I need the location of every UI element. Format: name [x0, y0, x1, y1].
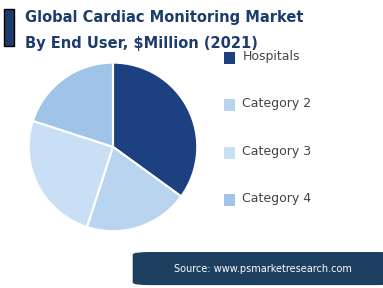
FancyBboxPatch shape	[133, 253, 383, 285]
Wedge shape	[113, 62, 197, 196]
Text: By End User, $Million (2021): By End User, $Million (2021)	[25, 36, 258, 51]
Text: Source: www.psmarketresearch.com: Source: www.psmarketresearch.com	[174, 264, 352, 274]
Text: Hospitals: Hospitals	[242, 50, 300, 63]
Text: Category 4: Category 4	[242, 192, 311, 205]
Text: Category 3: Category 3	[242, 145, 311, 158]
Wedge shape	[33, 62, 113, 147]
Wedge shape	[29, 121, 113, 227]
Text: Global Cardiac Monitoring Market: Global Cardiac Monitoring Market	[25, 10, 303, 25]
Text: Category 2: Category 2	[242, 97, 311, 110]
Wedge shape	[87, 147, 181, 231]
